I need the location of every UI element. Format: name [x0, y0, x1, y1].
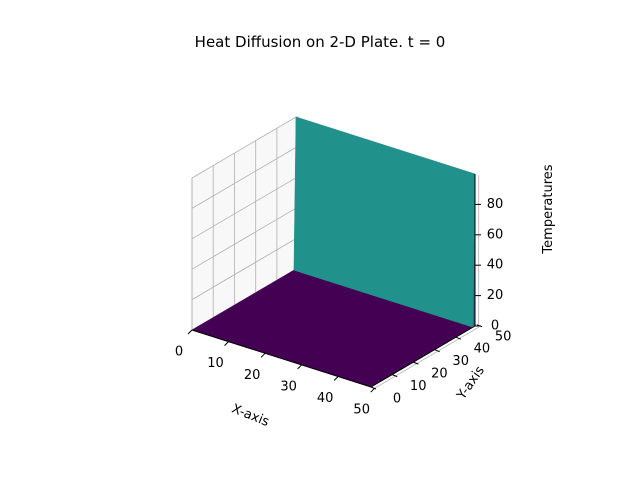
- x-tick-mark: [187, 329, 193, 335]
- x-tick-mark: [370, 387, 376, 393]
- z-tick-label: 60: [487, 227, 504, 242]
- y-tick-mark: [455, 336, 462, 340]
- z-axis-label: Temperatures: [541, 164, 556, 254]
- y-tick-label: 30: [452, 354, 469, 369]
- x-tick-label: 10: [207, 356, 224, 371]
- pane-left: [192, 117, 296, 330]
- x-axis-label: X-axis: [229, 401, 271, 430]
- grid-line-z-left: [191, 177, 297, 240]
- grid-line-z-left: [191, 238, 297, 300]
- y-axis-line: [370, 325, 476, 388]
- y-tick-mark: [434, 349, 440, 353]
- pane-edge: [191, 116, 297, 179]
- z-tick-label: 80: [487, 197, 504, 212]
- y-tick-mark: [413, 361, 419, 365]
- x-tick-mark: [333, 376, 339, 381]
- x-tick-label: 50: [353, 403, 370, 418]
- z-tick-label: 20: [487, 288, 504, 303]
- chart-title: Heat Diffusion on 2-D Plate. t = 0: [194, 33, 446, 51]
- y-tick-label: 20: [431, 367, 448, 382]
- x-tick-mark: [224, 341, 229, 346]
- x-tick-label: 40: [317, 391, 334, 406]
- x-tick-label: 0: [175, 345, 183, 360]
- x-tick-mark: [260, 352, 266, 358]
- y-tick-label: 10: [410, 379, 427, 394]
- y-axis-label: Y-axis: [454, 363, 488, 403]
- grid-line-z-left: [191, 147, 297, 209]
- z-tick-label: 0: [491, 319, 499, 334]
- x-tick-label: 20: [244, 368, 261, 383]
- z-tick-label: 40: [487, 258, 504, 273]
- y-tick-label: 50: [495, 329, 512, 344]
- y-tick-mark: [370, 386, 377, 390]
- x-tick-mark: [297, 364, 302, 370]
- y-tick-mark: [392, 374, 398, 378]
- y-tick-label: 40: [474, 342, 491, 357]
- x-tick-label: 30: [280, 379, 297, 394]
- grid-line-x-floor: [374, 326, 479, 389]
- temperature-surface: [191, 116, 476, 388]
- y-tick-label: 0: [393, 392, 401, 407]
- x-axis-line: [191, 329, 372, 388]
- grid-line-z-left: [191, 207, 297, 270]
